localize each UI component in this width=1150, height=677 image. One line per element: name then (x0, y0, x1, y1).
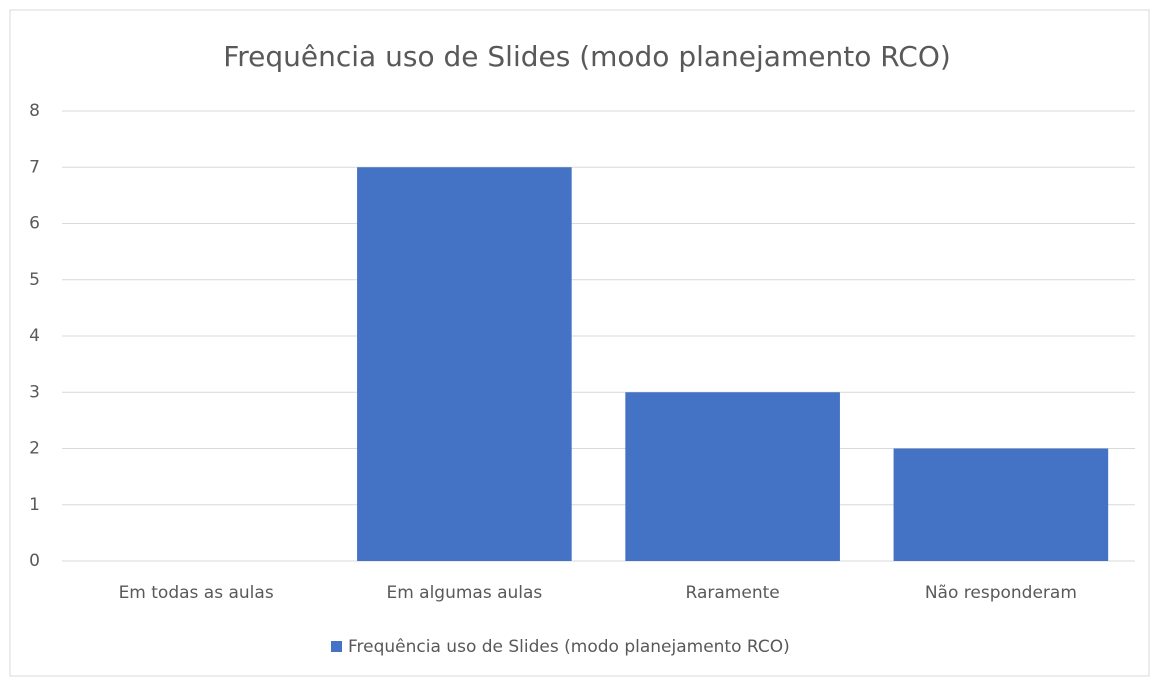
bar (893, 448, 1109, 561)
chart-border (9, 9, 1150, 677)
legend-swatch (331, 641, 342, 652)
y-tick-label: 8 (29, 101, 40, 121)
y-tick-label: 6 (29, 214, 40, 234)
bar (625, 392, 840, 561)
y-tick-label: 0 (29, 551, 40, 571)
chart-title: Frequência uso de Slides (modo planejame… (223, 40, 951, 73)
y-tick-label: 2 (29, 439, 40, 459)
x-tick-label: Em algumas aulas (386, 583, 542, 603)
y-tick-label: 1 (29, 495, 40, 515)
y-tick-label: 7 (29, 157, 40, 177)
bar (357, 167, 572, 561)
x-tick-label: Raramente (686, 583, 780, 603)
x-tick-label: Não responderam (925, 583, 1077, 603)
x-tick-label: Em todas as aulas (119, 583, 274, 603)
y-tick-label: 5 (29, 270, 40, 290)
y-tick-label: 3 (29, 382, 40, 402)
legend-label: Frequência uso de Slides (modo planejame… (348, 637, 790, 657)
y-tick-label: 4 (29, 326, 40, 346)
